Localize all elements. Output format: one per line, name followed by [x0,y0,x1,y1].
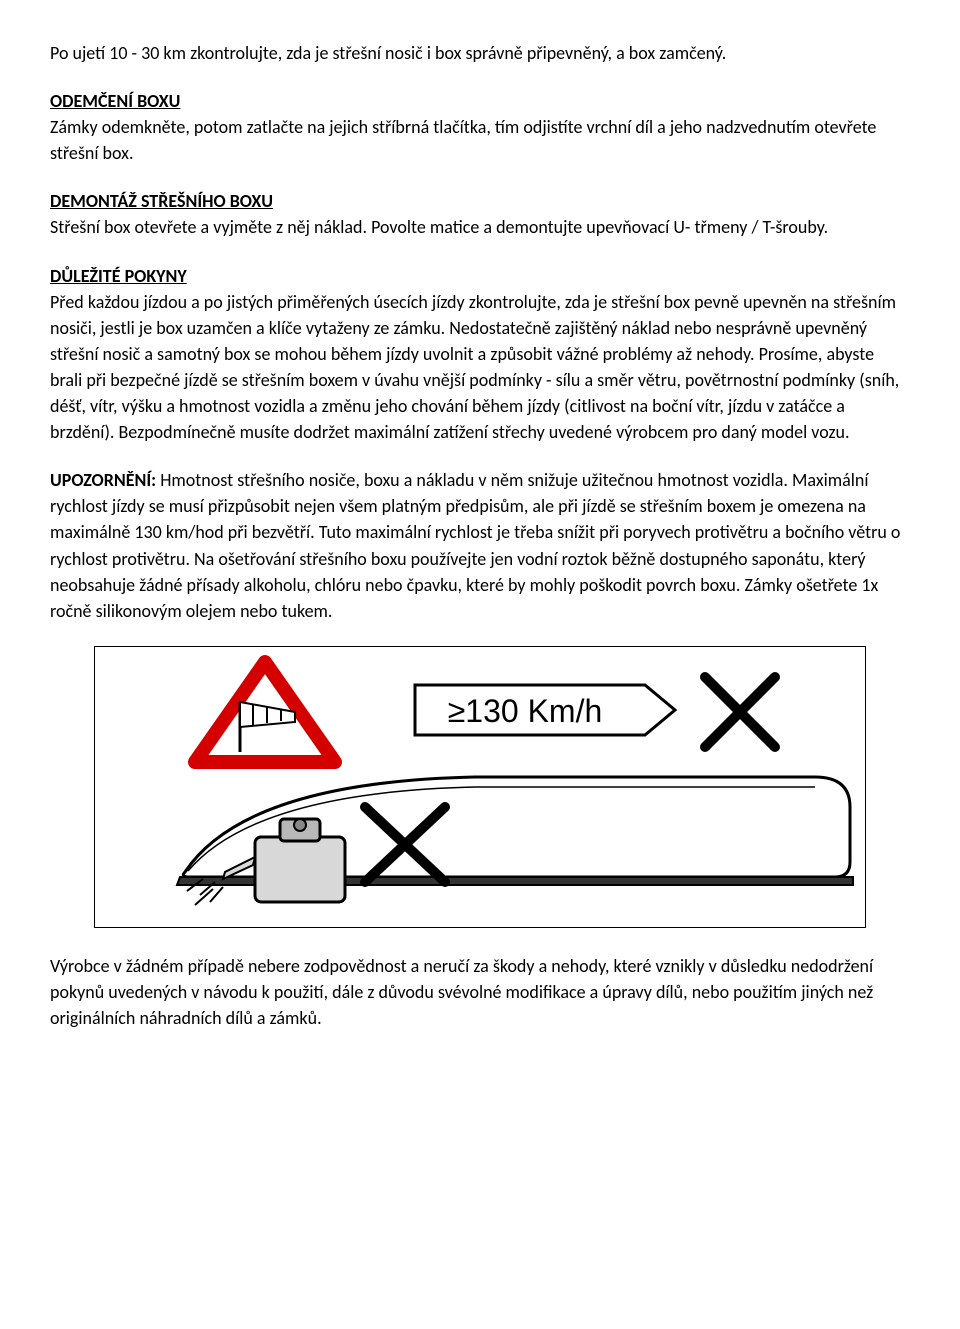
section-unlock: ODEMČENÍ BOXU Zámky odemkněte, potom zat… [50,88,910,166]
section-warning: UPOZORNĚNÍ: Hmotnost střešního nosiče, b… [50,467,910,624]
section-important: DŮLEŽITÉ POKYNY Před každou jízdou a po … [50,263,910,446]
important-heading: DŮLEŽITÉ POKYNY [50,263,910,289]
warning-label: UPOZORNĚNÍ: [50,469,156,491]
speed-warning-figure: ≥130 Km/h [94,646,866,928]
unlock-heading: ODEMČENÍ BOXU [50,88,910,114]
disassembly-heading: DEMONTÁŽ STŘEŠNÍHO BOXU [50,188,910,214]
intro-paragraph: Po ujetí 10 - 30 km zkontrolujte, zda je… [50,40,910,66]
speed-cross-icon [705,677,775,747]
figure-svg: ≥130 Km/h [95,647,865,927]
warning-body: Hmotnost střešního nosiče, boxu a náklad… [50,469,900,621]
warning-triangle-icon [195,662,335,762]
disassembly-body: Střešní box otevřete a vyjměte z něj nák… [50,216,828,238]
important-body: Před každou jízdou a po jistých přiměřen… [50,291,899,443]
speed-label-text: ≥130 Km/h [448,693,603,729]
speed-sign: ≥130 Km/h [415,685,675,735]
footer-paragraph: Výrobce v žádném případě nebere zodpověd… [50,953,910,1031]
section-disassembly: DEMONTÁŽ STŘEŠNÍHO BOXU Střešní box otev… [50,188,910,240]
unlock-body: Zámky odemkněte, potom zatlačte na jejic… [50,116,876,164]
